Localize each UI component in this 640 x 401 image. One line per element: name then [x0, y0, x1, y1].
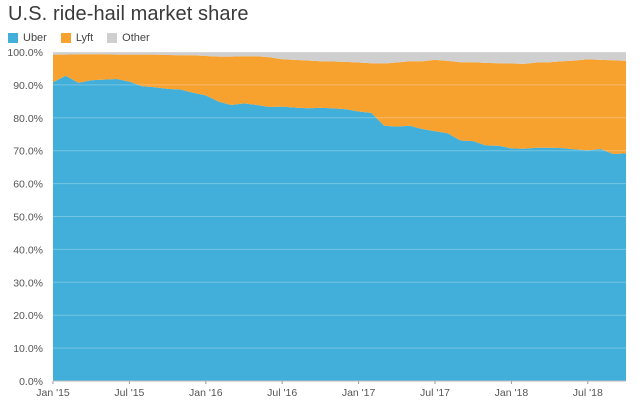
x-tick-label: Jan '17	[342, 387, 376, 399]
y-tick-label: 0.0%	[19, 376, 43, 388]
chart-legend: Uber Lyft Other	[8, 32, 150, 44]
legend-item-uber: Uber	[8, 32, 47, 44]
y-tick-label: 80.0%	[13, 113, 43, 125]
y-tick-label: 50.0%	[13, 212, 43, 224]
x-tick-label: Jul '17	[420, 387, 450, 399]
y-tick-label: 20.0%	[13, 310, 43, 322]
y-tick-label: 100.0%	[7, 47, 43, 59]
x-tick-label: Jan '15	[36, 387, 70, 399]
legend-swatch-lyft	[60, 33, 71, 43]
legend-item-lyft: Lyft	[60, 32, 94, 44]
legend-item-other: Other	[107, 32, 150, 44]
chart-title: U.S. ride-hail market share	[8, 3, 249, 25]
x-tick-label: Jul '18	[573, 387, 603, 399]
legend-swatch-other	[107, 33, 118, 43]
y-tick-label: 70.0%	[13, 146, 43, 158]
y-tick-label: 90.0%	[13, 80, 43, 92]
y-tick-label: 10.0%	[13, 343, 43, 355]
x-tick-label: Jul '16	[267, 387, 297, 399]
y-tick-label: 40.0%	[13, 244, 43, 256]
y-tick-label: 30.0%	[13, 277, 43, 289]
legend-swatch-uber	[8, 33, 18, 43]
legend-label-lyft: Lyft	[75, 32, 94, 44]
legend-label-uber: Uber	[23, 32, 47, 44]
x-tick-label: Jan '18	[495, 387, 529, 399]
x-tick-label: Jul '15	[114, 387, 144, 399]
x-tick-label: Jan '16	[189, 387, 223, 399]
y-tick-label: 60.0%	[13, 179, 43, 191]
area-series-other	[53, 52, 626, 64]
area-series-lyft	[53, 54, 626, 154]
legend-label-other: Other	[122, 32, 150, 44]
area-series-uber	[53, 75, 626, 381]
